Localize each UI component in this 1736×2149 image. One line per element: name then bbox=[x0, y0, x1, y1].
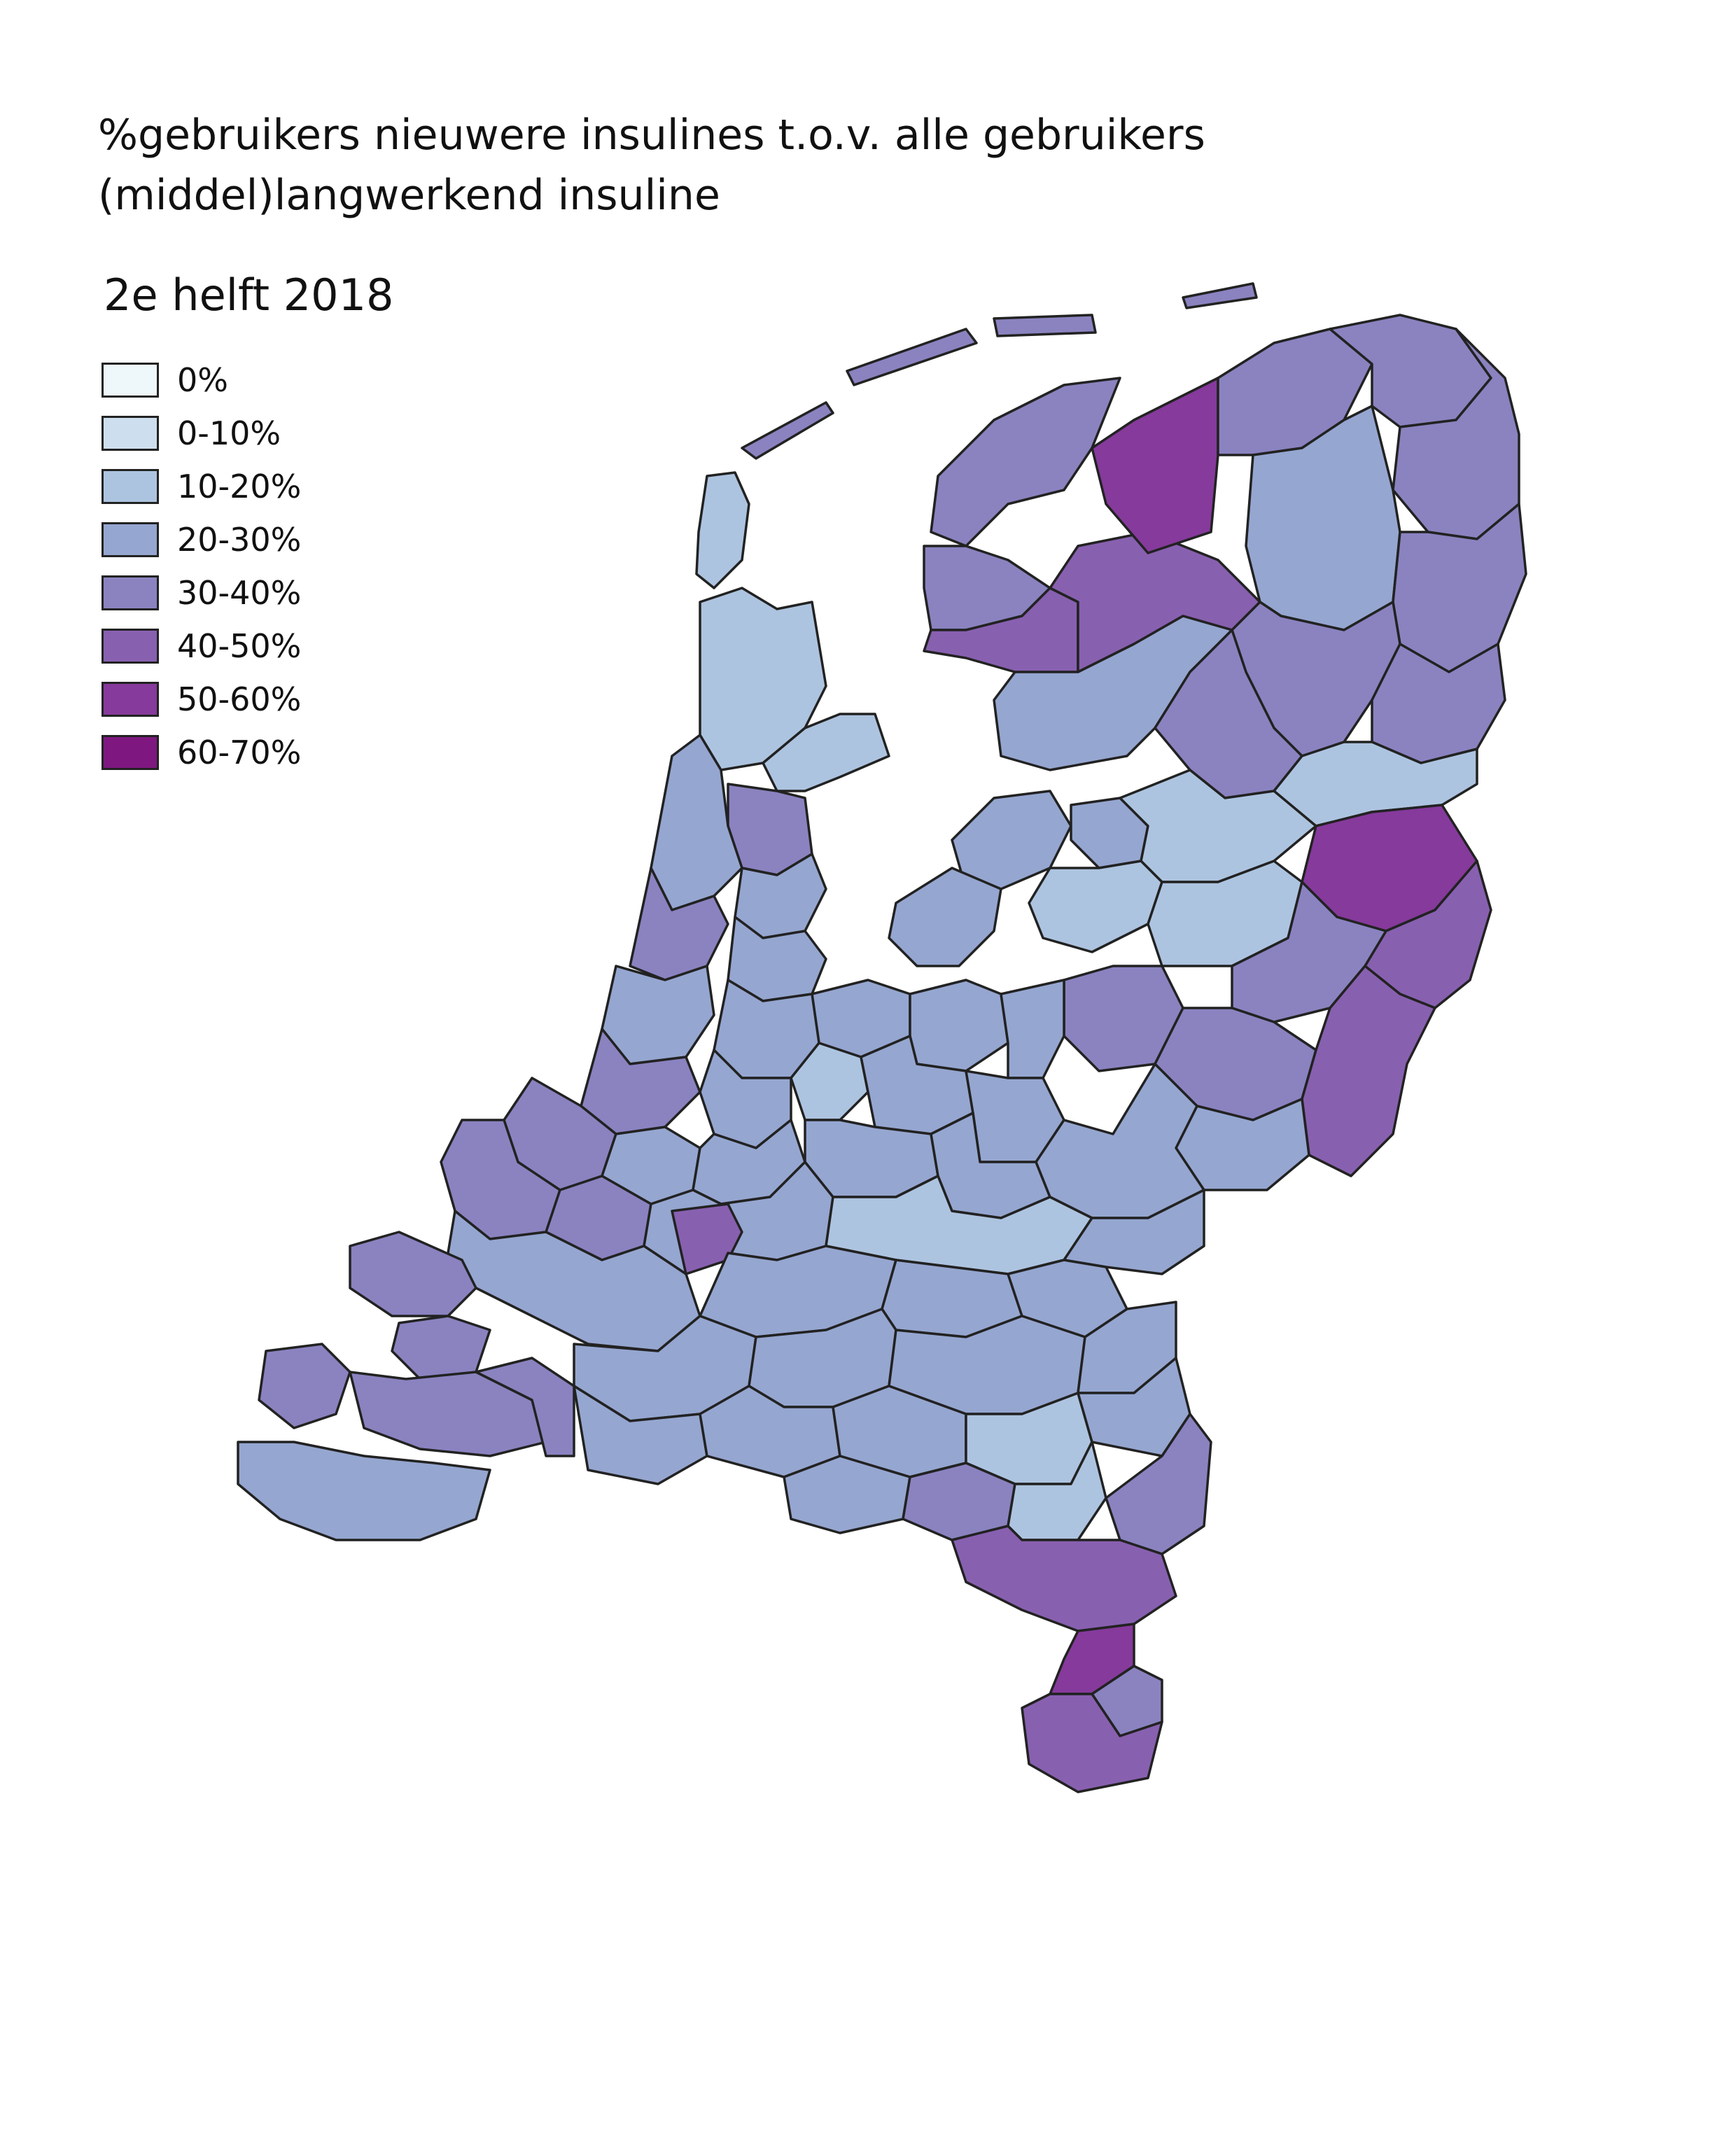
legend-swatch bbox=[102, 735, 159, 770]
legend-label: 40-50% bbox=[177, 627, 302, 665]
legend-label: 20-30% bbox=[177, 521, 302, 559]
region-friesland-north bbox=[930, 377, 1121, 547]
legend-item: 20-30% bbox=[102, 513, 301, 566]
region-wadden-texel bbox=[695, 471, 750, 589]
region-leeuwarden bbox=[1091, 377, 1219, 554]
legend: 0% 0-10% 10-20% 20-30% 30-40% 40-50% 50-… bbox=[102, 354, 301, 779]
period-label: 2e helft 2018 bbox=[104, 270, 394, 321]
legend-item: 0-10% bbox=[102, 407, 301, 460]
legend-item: 0% bbox=[102, 354, 301, 407]
legend-swatch bbox=[102, 522, 159, 557]
legend-item: 50-60% bbox=[102, 673, 301, 726]
region-west-brabant-coast bbox=[475, 1357, 575, 1457]
legend-swatch bbox=[102, 363, 159, 398]
legend-item: 60-70% bbox=[102, 726, 301, 779]
region-zeeuws-vlaanderen bbox=[237, 1441, 491, 1541]
legend-label: 0% bbox=[177, 361, 228, 399]
legend-label: 30-40% bbox=[177, 574, 302, 612]
region-goeree bbox=[391, 1315, 491, 1380]
region-midden-limburg bbox=[951, 1525, 1177, 1632]
legend-item: 40-50% bbox=[102, 620, 301, 673]
legend-swatch bbox=[102, 575, 159, 610]
legend-swatch bbox=[102, 629, 159, 664]
region-amersfoort bbox=[909, 979, 1009, 1072]
region-wadden-vlieland bbox=[741, 401, 834, 460]
map-title: %gebruikers nieuwere insulines t.o.v. al… bbox=[98, 111, 1205, 220]
legend-label: 60-70% bbox=[177, 734, 302, 771]
legend-item: 10-20% bbox=[102, 460, 301, 513]
region-wadden-terschelling bbox=[846, 328, 978, 386]
legend-label: 0-10% bbox=[177, 414, 281, 452]
region-dordrecht bbox=[671, 1203, 743, 1275]
region-wadden-schiermonnikoog bbox=[1182, 282, 1258, 309]
region-zeeland-walcheren bbox=[258, 1343, 351, 1429]
region-zeeland-schouwen bbox=[349, 1231, 477, 1317]
legend-label: 10-20% bbox=[177, 468, 302, 505]
legend-label: 50-60% bbox=[177, 680, 302, 718]
region-arnhem bbox=[1035, 1063, 1205, 1219]
legend-swatch bbox=[102, 416, 159, 451]
legend-item: 30-40% bbox=[102, 566, 301, 620]
legend-swatch bbox=[102, 682, 159, 717]
region-noord-holland-west-friesland bbox=[762, 713, 890, 792]
region-wadden-ameland bbox=[993, 314, 1097, 337]
region-flevoland-south bbox=[888, 867, 1002, 967]
region-zuid-limburg bbox=[1021, 1693, 1163, 1793]
legend-swatch bbox=[102, 469, 159, 504]
region-haarlem bbox=[629, 867, 729, 981]
region-veluwe-north bbox=[1000, 979, 1065, 1079]
region-overijssel-zwolle bbox=[1028, 860, 1163, 953]
